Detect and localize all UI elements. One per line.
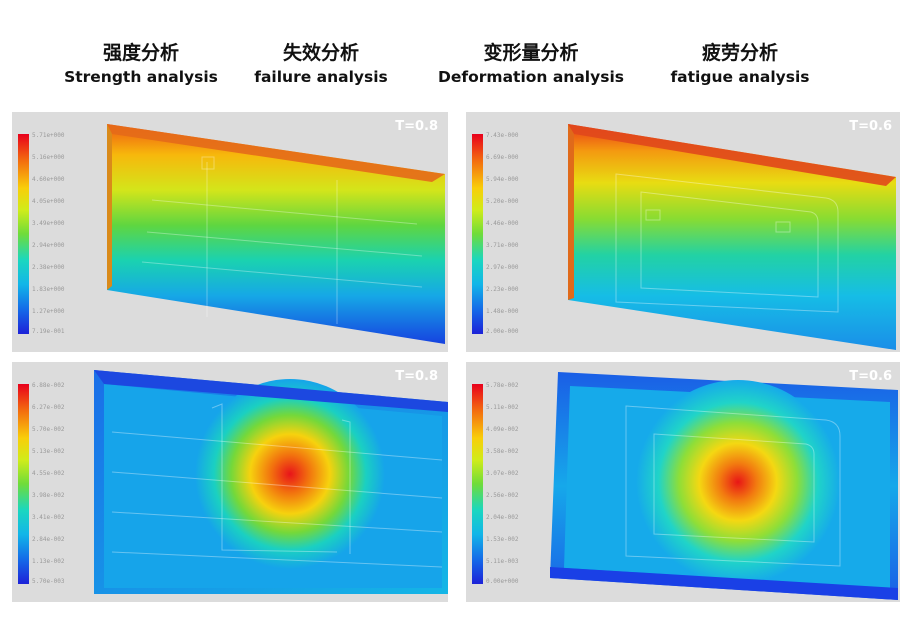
- header-failure-en: failure analysis: [254, 68, 388, 86]
- color-legend: 5.78e-002 5.11e-002 4.09e-002 3.58e-002 …: [472, 382, 542, 587]
- header-strength-zh: 强度分析: [102, 42, 179, 64]
- header-fatigue: 疲劳分析 fatigue analysis: [640, 40, 840, 88]
- header-failure-zh: 失效分析: [282, 42, 359, 64]
- legend-color-bar: [472, 134, 483, 334]
- color-legend: 5.71e+000 5.16e+000 4.60e+000 4.05e+000 …: [18, 132, 88, 337]
- header-deformation: 变形量分析 Deformation analysis: [426, 40, 636, 88]
- color-legend: 7.43e-000 6.69e-000 5.94e-000 5.20e-000 …: [472, 132, 542, 337]
- column-headers: 强度分析 Strength analysis 失效分析 failure anal…: [0, 40, 900, 100]
- legend-color-bar: [18, 134, 29, 334]
- header-failure: 失效分析 failure analysis: [221, 40, 421, 88]
- header-deformation-en: Deformation analysis: [438, 68, 624, 86]
- color-legend: 6.88e-002 6.27e-002 5.70e-002 5.13e-002 …: [18, 382, 88, 587]
- time-label: T=0.6: [849, 119, 892, 134]
- header-strength: 强度分析 Strength analysis: [41, 40, 241, 88]
- fea-plot-strength: [107, 124, 445, 344]
- time-label: T=0.8: [395, 119, 438, 134]
- time-label: T=0.8: [395, 369, 438, 384]
- simulation-panel-fatigue: 5.78e-002 5.11e-002 4.09e-002 3.58e-002 …: [466, 362, 900, 602]
- simulation-panel-strength: 5.71e+000 5.16e+000 4.60e+000 4.05e+000 …: [12, 112, 448, 352]
- header-fatigue-en: fatigue analysis: [670, 68, 810, 86]
- legend-color-bar: [472, 384, 483, 584]
- time-label: T=0.6: [849, 369, 892, 384]
- legend-color-bar: [18, 384, 29, 584]
- header-strength-en: Strength analysis: [64, 68, 218, 86]
- fea-plot-fatigue: [550, 372, 898, 600]
- simulation-panel-deformation: 7.43e-000 6.69e-000 5.94e-000 5.20e-000 …: [466, 112, 900, 352]
- header-fatigue-zh: 疲劳分析: [701, 42, 778, 64]
- header-deformation-zh: 变形量分析: [483, 42, 579, 64]
- simulation-panel-failure: 6.88e-002 6.27e-002 5.70e-002 5.13e-002 …: [12, 362, 448, 602]
- fea-plot-deformation: [568, 124, 896, 350]
- fea-plot-failure: [94, 370, 448, 594]
